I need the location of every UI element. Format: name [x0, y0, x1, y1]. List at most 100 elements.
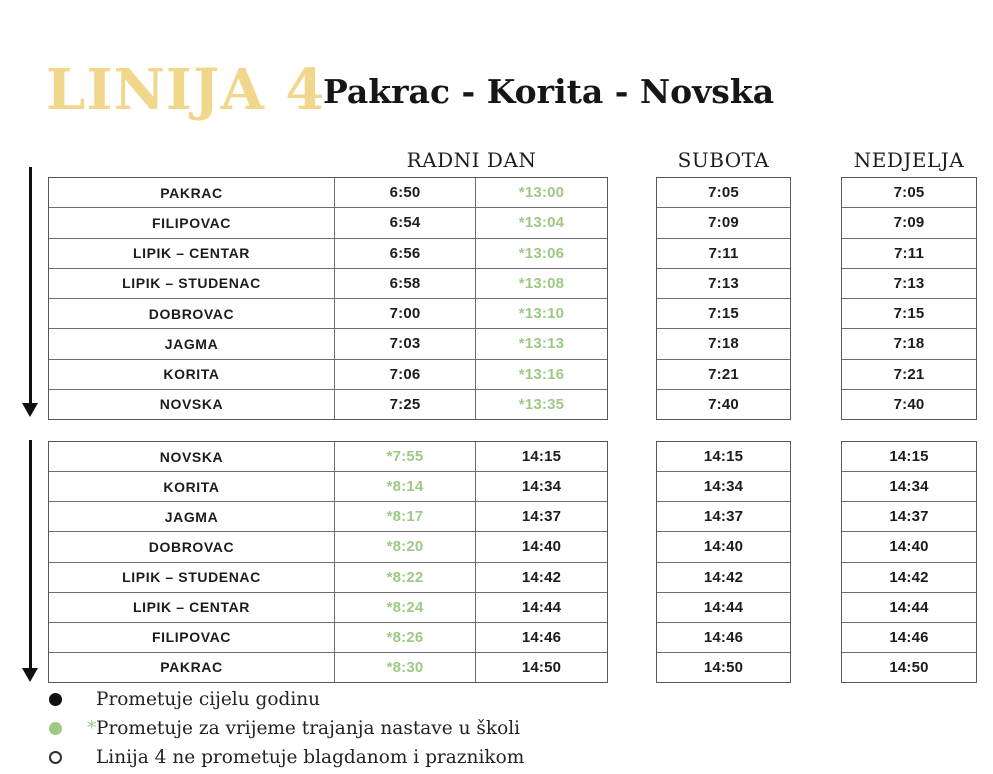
table-row: PAKRAC *8:30 14:50	[49, 651, 607, 682]
legend-item: Prometuje cijelu godinu	[46, 685, 524, 714]
table-row: DOBROVAC *8:20 14:40	[49, 531, 607, 562]
saturday-time-cell: 14:50	[703, 658, 744, 676]
table-row: JAGMA 7:03 *13:13	[49, 328, 607, 359]
black-circle-icon	[46, 693, 64, 706]
saturday-time-cell: 7:18	[708, 335, 739, 353]
table-row: LIPIK – STUDENAC *8:22 14:42	[49, 561, 607, 592]
station-cell: LIPIK – CENTAR	[132, 245, 251, 262]
legend-text: * Prometuje za vrijeme trajanja nastave u…	[87, 718, 520, 739]
station-cell: LIPIK – CENTAR	[132, 599, 251, 616]
table-row: NOVSKA *7:55 14:15	[49, 442, 607, 472]
station-cell: LIPIK – STUDENAC	[122, 569, 261, 586]
sunday-time-cell: 14:34	[889, 478, 929, 496]
legend: Prometuje cijelu godinu * Prometuje za vri…	[46, 685, 524, 772]
sunday-time-cell: 7:21	[893, 365, 925, 383]
table-row: 7:09	[842, 207, 976, 237]
timetable-outbound-saturday: 7:05 7:09 7:11 7:13 7:15 7:18 7:21 7:40	[656, 177, 791, 420]
legend-item: Linija 4 ne prometuje blagdanom i prazni…	[46, 743, 524, 772]
saturday-time-cell: 14:15	[703, 448, 744, 466]
sunday-time-cell: 14:37	[889, 508, 929, 526]
saturday-time-cell: 7:15	[708, 305, 739, 323]
workday-time-cell: 6:56	[334, 238, 475, 268]
table-row: LIPIK – CENTAR *8:24 14:44	[49, 591, 607, 622]
saturday-time-cell: 14:44	[703, 598, 744, 616]
workday-time-cell: *13:35	[475, 389, 607, 419]
table-row: 7:21	[657, 358, 790, 389]
workday-time-cell: *8:20	[334, 532, 475, 562]
workday-time-cell: *8:26	[334, 622, 475, 652]
table-row: 14:50	[657, 651, 790, 682]
table-row: 14:42	[657, 561, 790, 592]
table-row: 14:15	[842, 442, 976, 471]
table-row: KORITA *8:14 14:34	[49, 471, 607, 502]
table-row: 7:15	[657, 298, 790, 328]
workday-time-cell: 6:50	[334, 178, 475, 208]
table-row: 7:11	[842, 237, 976, 268]
saturday-time-cell: 7:05	[708, 184, 739, 202]
saturday-time-cell: 14:37	[703, 508, 744, 526]
direction-down-arrow-return	[22, 440, 38, 682]
saturday-time-cell: 14:46	[703, 628, 744, 646]
sunday-time-cell: 7:11	[894, 244, 924, 262]
green-circle-icon	[46, 722, 64, 735]
workday-time-cell: *8:24	[334, 592, 475, 622]
station-cell: FILIPOVAC	[151, 214, 232, 231]
sunday-time-cell: 14:46	[889, 628, 929, 646]
workday-time-cell: *8:17	[334, 502, 475, 532]
station-cell: NOVSKA	[159, 396, 224, 413]
workday-time-cell: *13:16	[475, 359, 607, 389]
table-row: 7:13	[842, 267, 976, 298]
table-row: KORITA 7:06 *13:16	[49, 358, 607, 389]
station-cell: LIPIK – STUDENAC	[122, 275, 261, 292]
table-row: 14:44	[842, 591, 976, 622]
saturday-time-cell: 14:42	[703, 568, 744, 586]
workday-time-cell: 7:00	[334, 299, 475, 329]
station-cell: DOBROVAC	[148, 538, 235, 555]
arrow-line	[28, 167, 32, 403]
arrow-head-icon	[22, 668, 38, 682]
station-cell: KORITA	[163, 478, 220, 495]
station-cell: JAGMA	[164, 335, 219, 352]
table-row: 7:13	[657, 267, 790, 298]
table-row: FILIPOVAC 6:54 *13:04	[49, 207, 607, 238]
workday-time-cell: 7:03	[334, 329, 475, 359]
black-circle-icon	[48, 693, 62, 706]
timetable-outbound-main: PAKRAC 6:50 *13:00 FILIPOVAC 6:54 *13:04 LIPIK…	[48, 177, 608, 420]
table-row: 14:46	[657, 621, 790, 652]
saturday-time-cell: 7:09	[708, 214, 739, 232]
table-row: 14:40	[842, 531, 976, 561]
table-row: 14:34	[842, 471, 976, 501]
open-circle-icon	[46, 751, 64, 764]
table-row: 14:15	[657, 442, 790, 471]
workday-time-cell: *13:08	[475, 268, 607, 298]
sunday-time-cell: 14:15	[889, 448, 929, 466]
line-title: LINIJA 4	[46, 57, 326, 123]
workday-time-cell: *13:13	[475, 329, 607, 359]
table-row: FILIPOVAC *8:26 14:46	[49, 621, 607, 652]
legend-label: Prometuje cijelu godinu	[96, 689, 321, 710]
station-cell: JAGMA	[164, 508, 219, 525]
workday-time-cell: 14:50	[475, 652, 607, 682]
table-row: 7:21	[842, 358, 976, 389]
table-row: 7:11	[657, 237, 790, 268]
table-row: LIPIK – STUDENAC 6:58 *13:08	[49, 267, 607, 298]
sunday-time-cell: 14:50	[889, 658, 929, 676]
table-row: 7:05	[657, 178, 790, 207]
arrow-head-icon	[22, 403, 38, 417]
open-circle-icon	[48, 751, 62, 764]
saturday-time-cell: 7:40	[708, 395, 739, 413]
table-row: DOBROVAC 7:00 *13:10	[49, 298, 607, 329]
station-cell: PAKRAC	[160, 184, 223, 201]
station-cell: NOVSKA	[159, 448, 224, 465]
workday-time-cell: 14:34	[475, 472, 607, 502]
sunday-time-cell: 14:42	[889, 568, 929, 586]
workday-time-cell: 7:06	[334, 359, 475, 389]
school-asterisk: *	[87, 718, 97, 739]
legend-label: Prometuje za vrijeme trajanja nastave u …	[96, 718, 521, 739]
green-circle-icon	[48, 722, 62, 735]
timetable-return-saturday: 14:15 14:34 14:37 14:40 14:42 14:44 14:46 14:50	[656, 441, 791, 683]
station-cell: FILIPOVAC	[151, 629, 232, 646]
station-cell: DOBROVAC	[148, 305, 235, 322]
workday-time-cell: 14:44	[475, 592, 607, 622]
